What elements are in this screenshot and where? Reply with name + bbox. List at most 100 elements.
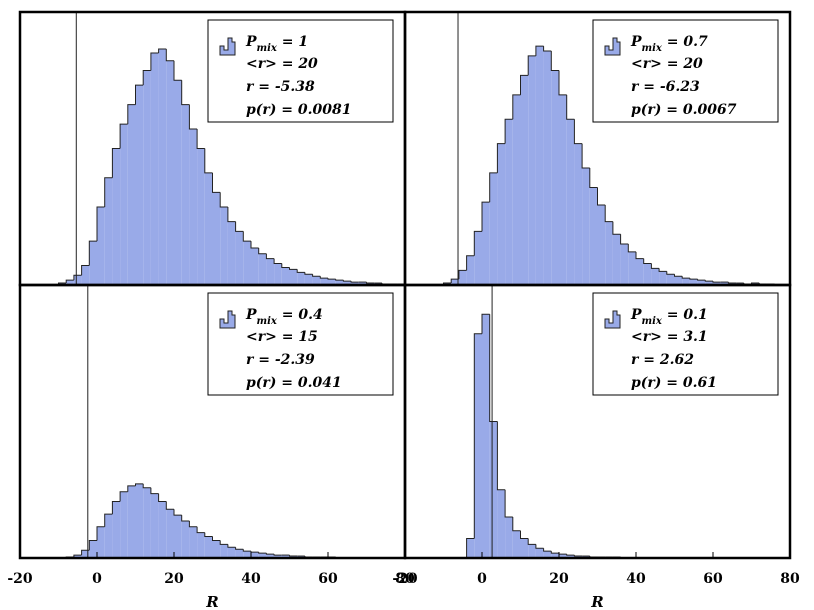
- bar-outline: [296, 269, 305, 273]
- bar-outline: [450, 278, 459, 284]
- bar-outline: [181, 80, 190, 106]
- bar-outline: [142, 483, 151, 489]
- bar: [527, 538, 536, 558]
- bar-outline: [127, 104, 136, 125]
- bar-fill: [258, 253, 267, 285]
- bar-fill: [535, 548, 544, 558]
- bar: [704, 280, 713, 285]
- bar-outline: [96, 526, 105, 541]
- bar: [496, 143, 506, 285]
- bar: [527, 55, 536, 285]
- bar-fill: [528, 544, 536, 558]
- legend-title: Pmix = 0.7: [630, 34, 708, 54]
- legend-subscript: mix: [257, 316, 278, 327]
- bar-outline: [304, 272, 313, 275]
- bar-fill: [320, 278, 328, 285]
- bar-fill: [597, 205, 606, 285]
- bar: [496, 421, 506, 558]
- bar-fill: [358, 282, 367, 285]
- bar-fill: [104, 177, 113, 285]
- bar: [312, 274, 321, 285]
- bar: [281, 554, 290, 558]
- bar: [289, 267, 298, 285]
- bar-fill: [197, 148, 205, 285]
- bar-outline: [273, 258, 282, 265]
- bar-outline: [658, 268, 667, 272]
- legend-box: [592, 19, 779, 123]
- bar-fill: [150, 52, 159, 286]
- bar: [543, 46, 552, 285]
- bar-outline: [173, 509, 182, 516]
- bar-outline: [235, 221, 244, 232]
- bar-outline: [119, 491, 128, 502]
- bar: [227, 207, 236, 285]
- bar-outline: [681, 276, 690, 279]
- bar-fill: [297, 272, 305, 285]
- bar-outline: [88, 240, 97, 266]
- legend-line: r = -5.38: [246, 79, 315, 95]
- bar: [296, 269, 305, 285]
- bar-fill: [551, 70, 559, 285]
- bar: [658, 268, 667, 285]
- bar-fill: [451, 279, 459, 285]
- bar-fill: [266, 554, 275, 558]
- bar-fill: [312, 276, 321, 285]
- panel: Pmix = 0.7 <r> = 20 r = -6.23 p(r) = 0.0067: [443, 12, 783, 286]
- bar: [104, 177, 113, 285]
- x-tick-label: 0: [92, 571, 102, 587]
- bar-fill: [227, 547, 236, 558]
- bar: [466, 538, 475, 558]
- bar-fill: [458, 270, 467, 285]
- bar-fill: [512, 530, 521, 558]
- bar-outline: [573, 555, 583, 557]
- bar-fill: [528, 55, 536, 285]
- bar-outline: [281, 263, 290, 268]
- bar: [566, 554, 575, 558]
- bar-outline: [504, 118, 513, 144]
- bar-fill: [636, 258, 644, 285]
- bar-fill: [143, 487, 151, 558]
- bar-fill: [328, 279, 336, 285]
- bar-outline: [597, 187, 606, 206]
- bar: [111, 148, 121, 285]
- bar-outline: [473, 230, 482, 256]
- bar: [265, 253, 275, 285]
- bar-fill: [97, 526, 105, 558]
- bar-outline: [635, 251, 644, 260]
- bar: [597, 187, 606, 285]
- bar: [165, 49, 174, 285]
- x-tick-label: -20: [392, 571, 418, 587]
- bar-outline: [158, 48, 167, 53]
- bar: [104, 513, 113, 558]
- legend-box: [592, 292, 779, 396]
- bar-fill: [181, 104, 190, 285]
- legend-symbol-text: P: [245, 34, 257, 50]
- bar-outline: [204, 148, 213, 174]
- bar: [712, 281, 721, 285]
- bar-fill: [174, 80, 182, 285]
- bar-outline: [466, 538, 475, 558]
- bar-fill: [89, 540, 97, 558]
- bar-fill: [266, 258, 275, 285]
- bar: [242, 231, 251, 285]
- bar: [604, 205, 613, 285]
- bar: [235, 547, 244, 558]
- bar-outline: [265, 253, 275, 260]
- bar: [181, 80, 190, 285]
- bar-fill: [620, 244, 629, 285]
- bar-outline: [558, 70, 567, 96]
- bar: [543, 548, 552, 558]
- bar-fill: [127, 104, 136, 285]
- panel-frame: [403, 283, 792, 560]
- bar: [319, 276, 328, 285]
- bar-fill: [566, 555, 575, 558]
- bar-fill: [73, 275, 82, 285]
- legend-box: [207, 292, 394, 396]
- bar-fill: [643, 263, 652, 285]
- bar: [720, 281, 729, 285]
- legend-line: r = -2.39: [246, 352, 315, 368]
- bar-fill: [274, 263, 282, 285]
- bar: [227, 544, 236, 558]
- bar-fill: [489, 421, 498, 558]
